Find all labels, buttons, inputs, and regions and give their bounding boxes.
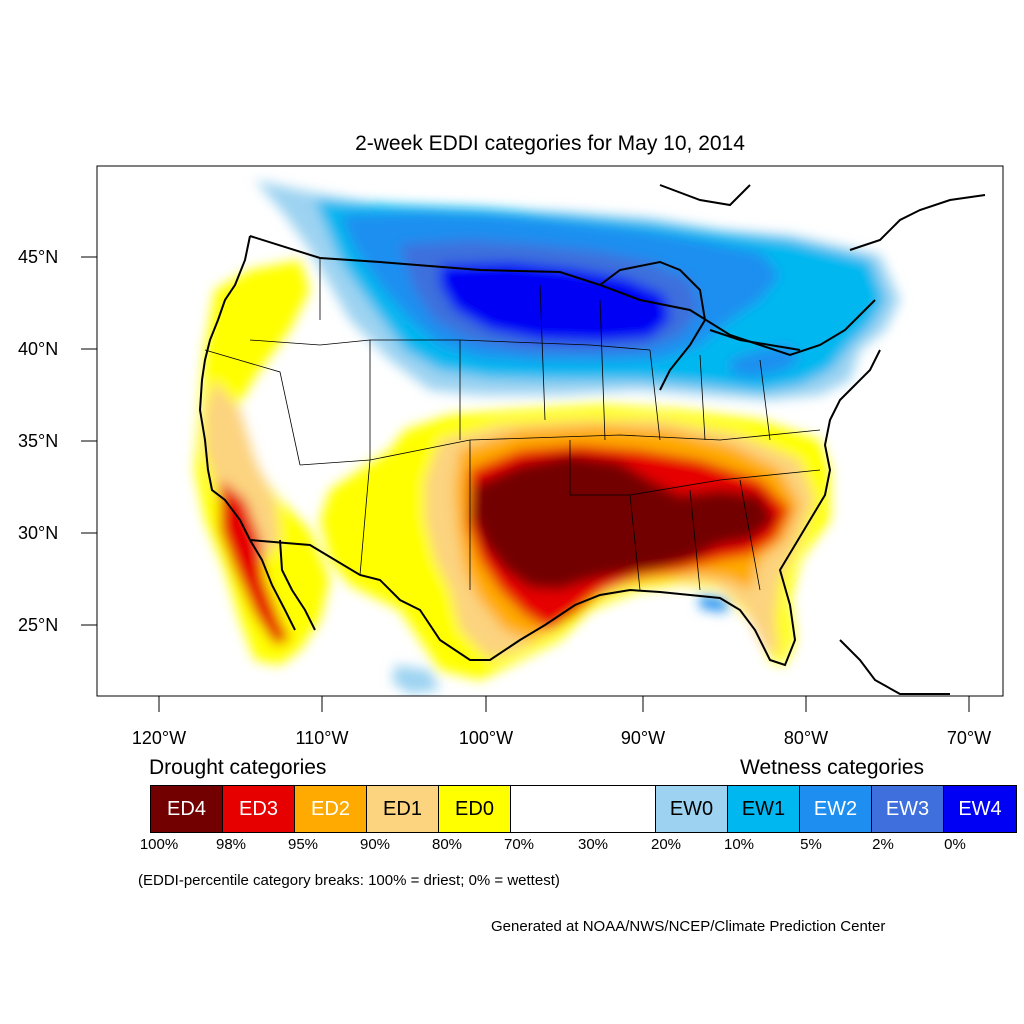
percentile-break-10: 10% xyxy=(723,836,755,853)
lon-label-120: 120°W xyxy=(132,728,186,748)
credit-line: Generated at NOAA/NWS/NCEP/Climate Predi… xyxy=(491,918,886,935)
percentile-break-80: 80% xyxy=(431,836,463,853)
lon-label-70: 70°W xyxy=(947,728,991,748)
legend-swatch-ed0: ED0 xyxy=(439,786,511,832)
category-break-note: (EDDI-percentile category breaks: 100% =… xyxy=(138,872,560,889)
legend-swatch-ed1: ED1 xyxy=(367,786,439,832)
ed3-west xyxy=(220,480,290,645)
lat-label-45: 45°N xyxy=(18,247,58,267)
percentile-break-70: 70% xyxy=(503,836,535,853)
lat-label-35: 35°N xyxy=(18,431,58,451)
percentile-break-20: 20% xyxy=(650,836,682,853)
lat-label-25: 25°N xyxy=(18,615,58,635)
percentile-break-0: 0% xyxy=(944,836,966,853)
lon-label-100: 100°W xyxy=(459,728,513,748)
percentile-break-90: 90% xyxy=(359,836,391,853)
percentile-break-5: 5% xyxy=(800,836,822,853)
legend-swatch-ed3: ED3 xyxy=(223,786,295,832)
lat-label-40: 40°N xyxy=(18,339,58,359)
legend-swatch-ew4: EW4 xyxy=(944,786,1016,832)
wetness-heading: Wetness categories xyxy=(740,756,925,779)
percentile-break-30: 30% xyxy=(577,836,609,853)
legend-swatch-ed2: ED2 xyxy=(295,786,367,832)
lon-label-110: 110°W xyxy=(296,728,349,748)
percentile-break-95: 95% xyxy=(287,836,319,853)
coastlines xyxy=(198,184,986,695)
lon-label-80: 80°W xyxy=(784,728,828,748)
percentile-break-98: 98% xyxy=(215,836,247,853)
legend-swatch-ew1: EW1 xyxy=(728,786,800,832)
legend-swatch-ew0: EW0 xyxy=(656,786,728,832)
legend-swatch-ed4: ED4 xyxy=(151,786,223,832)
ew4-region xyxy=(440,262,670,342)
ed4-region xyxy=(472,455,775,590)
percentile-break-100: 100% xyxy=(139,836,179,853)
axis-ticks xyxy=(81,256,970,712)
state-boundaries xyxy=(204,258,821,591)
lon-label-90: 90°W xyxy=(621,728,665,748)
category-legend: ED4 ED3 ED2 ED1 ED0 EW0 EW1 EW2 EW3 EW4 xyxy=(150,785,1017,833)
map-title: 2-week EDDI categories for May 10, 2014 xyxy=(355,132,745,155)
ed1-west xyxy=(205,380,280,560)
plot-frame xyxy=(96,165,1004,697)
legend-swatch-ew2: EW2 xyxy=(800,786,872,832)
legend-swatch-neutral xyxy=(511,786,656,832)
data-field xyxy=(195,180,900,694)
lat-label-30: 30°N xyxy=(18,523,58,543)
percentile-break-2: 2% xyxy=(872,836,894,853)
drought-heading: Drought categories xyxy=(149,756,327,779)
ed0-west xyxy=(195,260,330,665)
legend-swatch-ew3: EW3 xyxy=(872,786,944,832)
